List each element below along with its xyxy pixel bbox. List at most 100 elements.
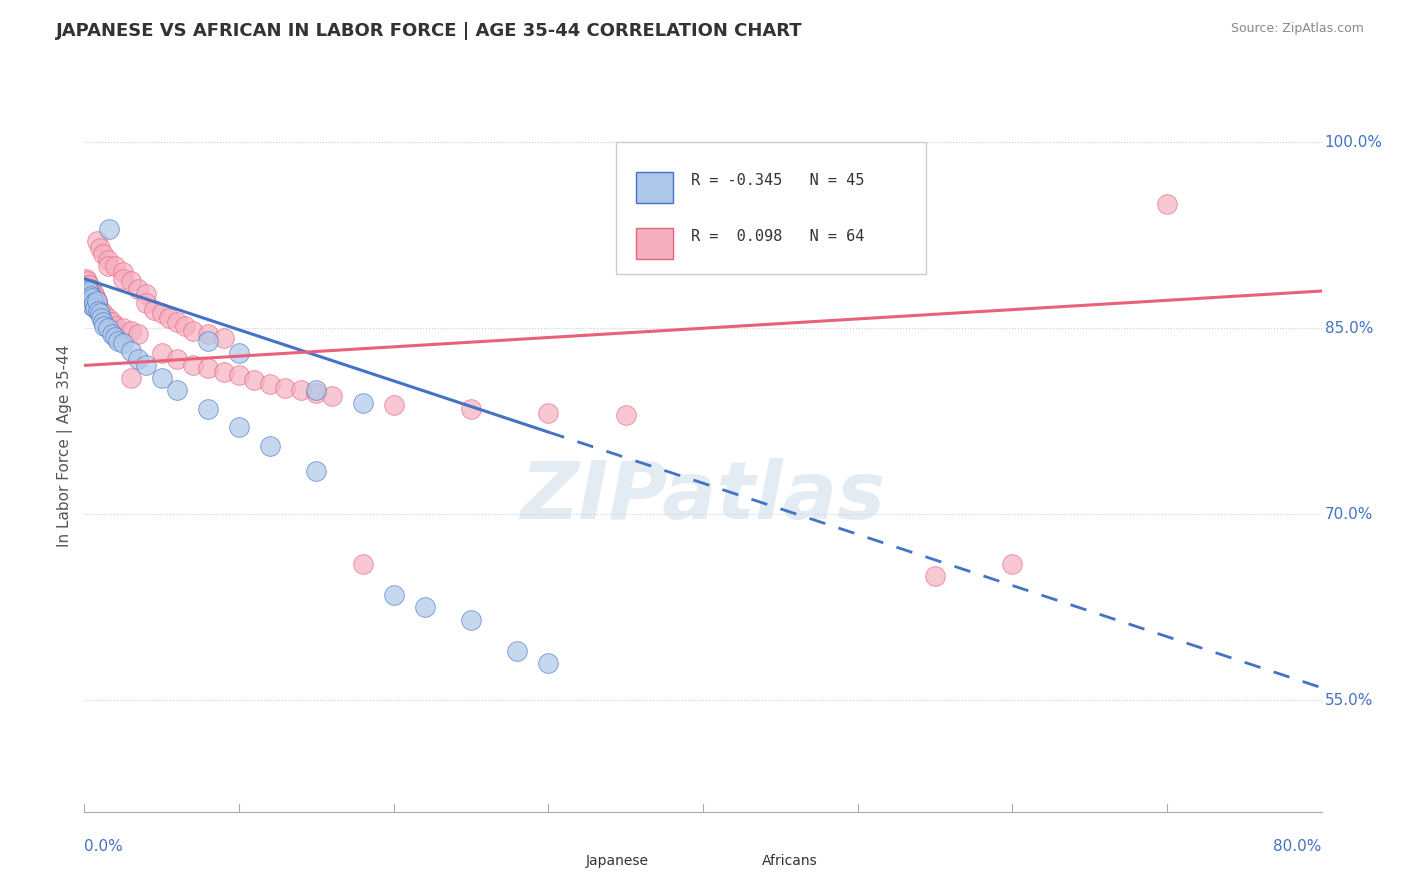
Point [181, 324, 204, 338]
Point [537, 656, 560, 670]
FancyBboxPatch shape [616, 143, 925, 274]
Point [75, 271, 97, 285]
Point [83, 296, 105, 310]
Point [87, 304, 110, 318]
Text: 80.0%: 80.0% [1274, 839, 1322, 854]
Point [150, 371, 173, 385]
Point [75, 277, 97, 292]
Point [212, 365, 235, 379]
Point [76, 281, 98, 295]
Point [174, 318, 197, 333]
Point [197, 327, 219, 342]
Point [112, 265, 135, 279]
Point [101, 315, 124, 329]
Point [135, 359, 157, 373]
Point [83, 296, 105, 310]
Text: 0.0%: 0.0% [84, 839, 124, 854]
Point [120, 343, 142, 358]
Point [143, 302, 166, 317]
Point [104, 318, 127, 333]
Point [537, 405, 560, 419]
Point [150, 346, 173, 360]
Point [75, 290, 97, 304]
Point [91, 315, 114, 329]
Point [112, 321, 135, 335]
Point [460, 613, 482, 627]
Point [352, 395, 374, 409]
Point [127, 352, 149, 367]
Point [104, 259, 127, 273]
Point [112, 336, 135, 351]
Point [181, 359, 204, 373]
Point [79, 289, 101, 303]
Point [506, 643, 529, 657]
Point [82, 292, 104, 306]
Point [166, 352, 188, 367]
Point [87, 299, 110, 313]
Point [86, 293, 108, 308]
Text: R =  0.098   N = 64: R = 0.098 N = 64 [690, 229, 865, 244]
Point [243, 373, 266, 387]
Point [79, 281, 101, 295]
Text: Japanese: Japanese [585, 855, 648, 869]
Point [82, 284, 104, 298]
Point [135, 286, 157, 301]
Point [82, 292, 104, 306]
Point [166, 315, 188, 329]
Point [89, 241, 111, 255]
Point [89, 302, 111, 317]
FancyBboxPatch shape [636, 172, 673, 202]
Point [82, 299, 104, 313]
Point [91, 247, 114, 261]
Point [79, 296, 101, 310]
Point [197, 334, 219, 348]
Point [228, 346, 250, 360]
Point [228, 420, 250, 434]
Point [101, 327, 124, 342]
Point [305, 385, 328, 400]
Point [77, 277, 100, 292]
Point [75, 286, 97, 301]
Text: 100.0%: 100.0% [1324, 135, 1382, 150]
Point [104, 330, 127, 344]
Point [77, 284, 100, 298]
Point [197, 401, 219, 416]
Point [112, 271, 135, 285]
Point [228, 368, 250, 383]
Point [84, 301, 107, 316]
Text: 85.0%: 85.0% [1324, 321, 1374, 335]
FancyBboxPatch shape [541, 848, 578, 873]
Point [93, 318, 115, 333]
Text: ZIPatlas: ZIPatlas [520, 458, 886, 536]
Point [614, 408, 637, 422]
FancyBboxPatch shape [714, 848, 751, 873]
Point [135, 296, 157, 310]
Point [120, 274, 142, 288]
Point [120, 371, 142, 385]
Point [79, 289, 101, 303]
Point [90, 311, 112, 326]
Point [98, 222, 121, 236]
Y-axis label: In Labor Force | Age 35-44: In Labor Force | Age 35-44 [58, 345, 73, 547]
Point [77, 286, 100, 301]
Point [96, 259, 118, 273]
Point [274, 381, 297, 395]
Point [76, 281, 98, 295]
Point [259, 377, 281, 392]
Point [120, 324, 142, 338]
Point [460, 401, 482, 416]
Point [127, 281, 149, 295]
Text: 70.0%: 70.0% [1324, 507, 1374, 522]
Point [352, 557, 374, 571]
Point [321, 389, 343, 403]
FancyBboxPatch shape [636, 228, 673, 259]
Point [107, 334, 129, 348]
Point [413, 600, 436, 615]
Point [150, 306, 173, 320]
Point [290, 383, 312, 397]
Point [86, 293, 108, 308]
Point [84, 290, 107, 304]
Text: JAPANESE VS AFRICAN IN LABOR FORCE | AGE 35-44 CORRELATION CHART: JAPANESE VS AFRICAN IN LABOR FORCE | AGE… [56, 22, 803, 40]
Text: Source: ZipAtlas.com: Source: ZipAtlas.com [1230, 22, 1364, 36]
Point [159, 311, 180, 326]
